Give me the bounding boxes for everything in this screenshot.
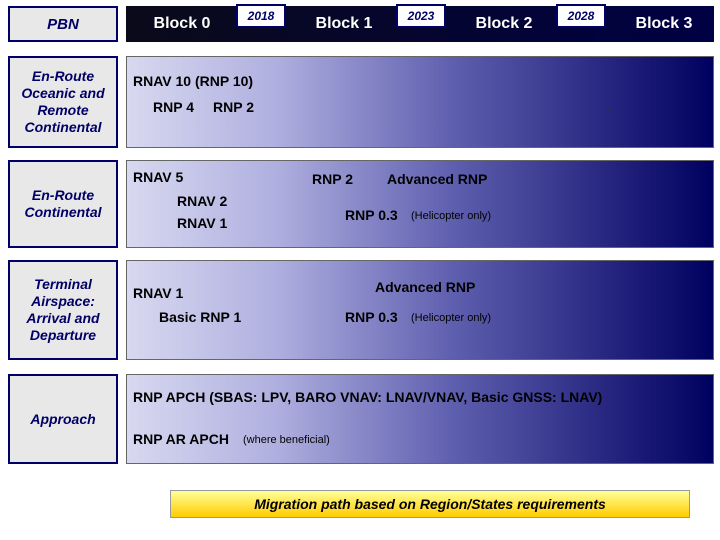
oceanic-rnp4: RNP 4 (153, 99, 194, 115)
row-band-continental: RNAV 5 RNAV 2 RNAV 1 RNP 2 Advanced RNP … (126, 160, 714, 248)
appr-rnparapch: RNP AR APCH (133, 431, 229, 447)
row-label-oceanic: En-Route Oceanic and Remote Continental (8, 56, 118, 148)
block3-label: Block 3 (614, 6, 714, 42)
oceanic-rnp2: RNP 2 (213, 99, 254, 115)
row-label-approach: Approach (8, 374, 118, 464)
appr-rnpapch: RNP APCH (SBAS: LPV, BARO VNAV: LNAV/VNA… (133, 389, 602, 405)
appr-where: (where beneficial) (243, 434, 330, 446)
year-2028: 2028 (556, 4, 606, 28)
block0-label: Block 0 (132, 6, 232, 42)
cont-rnav5: RNAV 5 (133, 169, 183, 185)
cont-rnp03: RNP 0.3 (345, 207, 398, 223)
term-basicrnp1: Basic RNP 1 (159, 309, 241, 325)
row-label-terminal: Terminal Airspace: Arrival and Departure (8, 260, 118, 360)
term-heli: (Helicopter only) (411, 312, 491, 324)
block1-label: Block 1 (294, 6, 394, 42)
cont-rnav2: RNAV 2 (177, 193, 227, 209)
cont-rnp2: RNP 2 (312, 171, 353, 187)
term-rnp03: RNP 0.3 (345, 309, 398, 325)
row-band-oceanic: RNAV 10 (RNP 10) RNP 4 RNP 2 . (126, 56, 714, 148)
migration-bar: Migration path based on Region/States re… (170, 490, 690, 518)
row-label-continental: En-Route Continental (8, 160, 118, 248)
header-row: PBN Block 0 Block 1 Block 2 Block 3 2018… (0, 6, 720, 42)
oceanic-dot: . (607, 103, 610, 114)
block2-label: Block 2 (454, 6, 554, 42)
year-2023: 2023 (396, 4, 446, 28)
term-advrnp: Advanced RNP (375, 279, 475, 295)
pbn-header: PBN (8, 6, 118, 42)
block-band-header: Block 0 Block 1 Block 2 Block 3 2018 202… (126, 6, 714, 42)
term-rnav1: RNAV 1 (133, 285, 183, 301)
oceanic-rnav10: RNAV 10 (RNP 10) (133, 73, 253, 89)
cont-rnav1: RNAV 1 (177, 215, 227, 231)
cont-advrnp: Advanced RNP (387, 171, 487, 187)
diagram-root: PBN Block 0 Block 1 Block 2 Block 3 2018… (0, 0, 720, 540)
year-2018: 2018 (236, 4, 286, 28)
cont-heli: (Helicopter only) (411, 210, 491, 222)
row-band-terminal: RNAV 1 Basic RNP 1 Advanced RNP RNP 0.3 … (126, 260, 714, 360)
row-band-approach: RNP APCH (SBAS: LPV, BARO VNAV: LNAV/VNA… (126, 374, 714, 464)
